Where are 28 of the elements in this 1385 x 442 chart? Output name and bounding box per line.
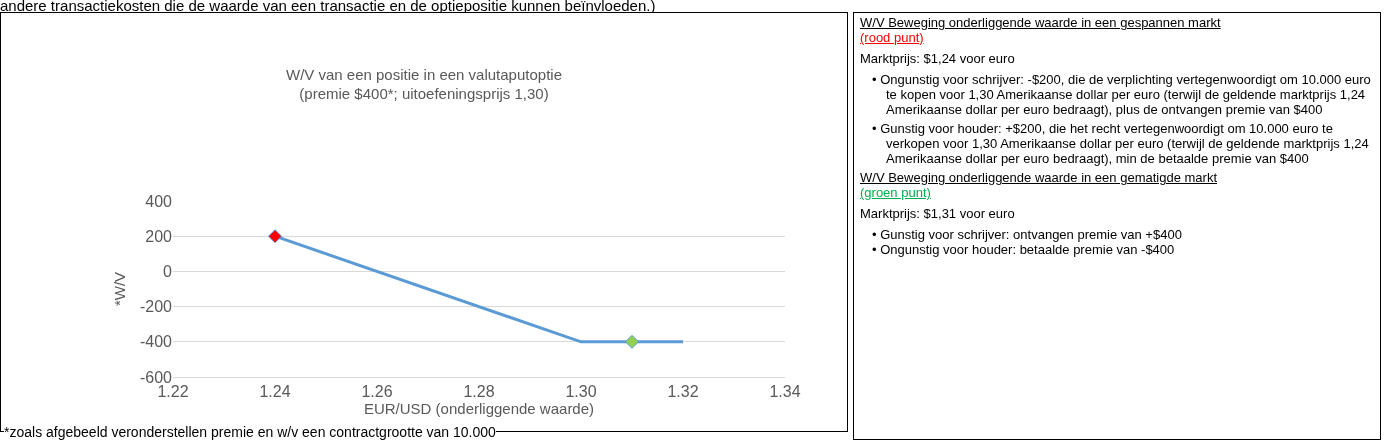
text: • Ongunstig voor schrijver: -$200, die de verplichting vertegenwoordigt om 10.000 euro te kopen voor 1,30 Amerikaanse dollar per euro (terwijl de geldende marktprijs 1,24 Amerikaanse dollar per euro bedraagt), plus de ontvangen premie van $400 <box>872 72 1372 117</box>
text: Marktprijs: $1,31 voor euro <box>860 206 1016 221</box>
y-tick-label: -600 <box>139 368 173 386</box>
y-tick-label: 400 <box>145 192 173 210</box>
text: W/V Beweging onderliggende waarde in een gespannen markt <box>860 15 1221 30</box>
text: (groen punt) <box>860 185 931 200</box>
y-tick-label: -400 <box>139 333 173 351</box>
chart-title: W/V van een positie in een valutaputoptie (premie $400*; uitoefeningsprijs 1,30) <box>285 65 563 103</box>
y-tick-label: 200 <box>145 227 173 245</box>
text: • Ongunstig voor houder: betaalde premie van -$400 <box>872 242 1176 257</box>
y-tick-label: 0 <box>163 263 173 280</box>
x-tick-label: 1.30 <box>565 383 597 401</box>
text: andere transactiekosten die de waarde van een transactie en de optiepositie kunnen beïnvloeden.) <box>0 0 656 14</box>
text: *zoals afgebeeld veronderstellen premie en w/v een contractgrootte van 10.000 <box>4 424 496 440</box>
x-tick-label: 1.32 <box>667 383 699 401</box>
x-tick-label: 1.22 <box>157 383 189 401</box>
text: • Gunstig voor schrijver: ontvangen premie van +$400 <box>872 227 1183 242</box>
y-axis-title: *W/V <box>111 271 129 307</box>
x-tick-label: 1.26 <box>361 383 393 401</box>
x-tick-label: 1.34 <box>769 383 801 401</box>
text: (rood punt) <box>860 30 924 45</box>
y-tick-label: -200 <box>139 298 173 316</box>
x-axis-title: EUR/USD (onderliggende waarde) <box>363 400 595 418</box>
text: W/V Beweging onderliggende waarde in een gematigde markt <box>860 170 1217 185</box>
x-tick-label: 1.24 <box>259 383 291 401</box>
text: Marktprijs: $1,24 voor euro <box>860 51 1016 66</box>
text: • Gunstig voor houder: +$200, die het recht vertegenwoordigt om 10.000 euro te verkopen voor 1,30 Amerikaanse dollar per euro (terwijl de geldende marktprijs 1,24 Amerikaanse dollar per euro bedraagt), min de betaalde premie van $400 <box>872 121 1370 166</box>
x-tick-label: 1.28 <box>463 383 495 401</box>
